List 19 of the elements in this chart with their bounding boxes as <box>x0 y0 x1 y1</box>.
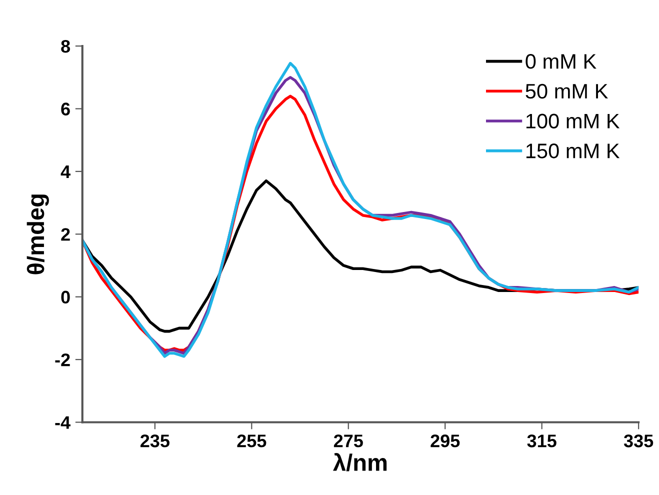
x-tick-label: 335 <box>624 434 654 448</box>
legend-label: 50 mM K <box>526 84 608 99</box>
x-tick-label: 295 <box>430 434 460 448</box>
y-tick-label: -2 <box>55 353 70 366</box>
x-tick-label: 255 <box>237 434 266 448</box>
legend-label: 100 mM K <box>526 114 620 128</box>
y-tick-label: 8 <box>61 40 70 53</box>
y-tick-label: 2 <box>61 228 70 241</box>
legend-label: 150 mM K <box>526 144 620 158</box>
y-tick-label: 6 <box>61 102 70 116</box>
x-tick-label: 315 <box>527 434 556 448</box>
y-tick-label: 0 <box>61 290 70 304</box>
y-tick-label: -4 <box>55 416 70 429</box>
x-tick-label: 275 <box>334 434 363 448</box>
legend-label: 0 mM K <box>526 54 596 69</box>
y-tick-label: 4 <box>60 166 70 178</box>
x-tick-label: 235 <box>140 434 170 448</box>
x-axis-title: λ/nm <box>333 453 387 472</box>
y-axis-title: θ/mdeg <box>26 194 49 274</box>
